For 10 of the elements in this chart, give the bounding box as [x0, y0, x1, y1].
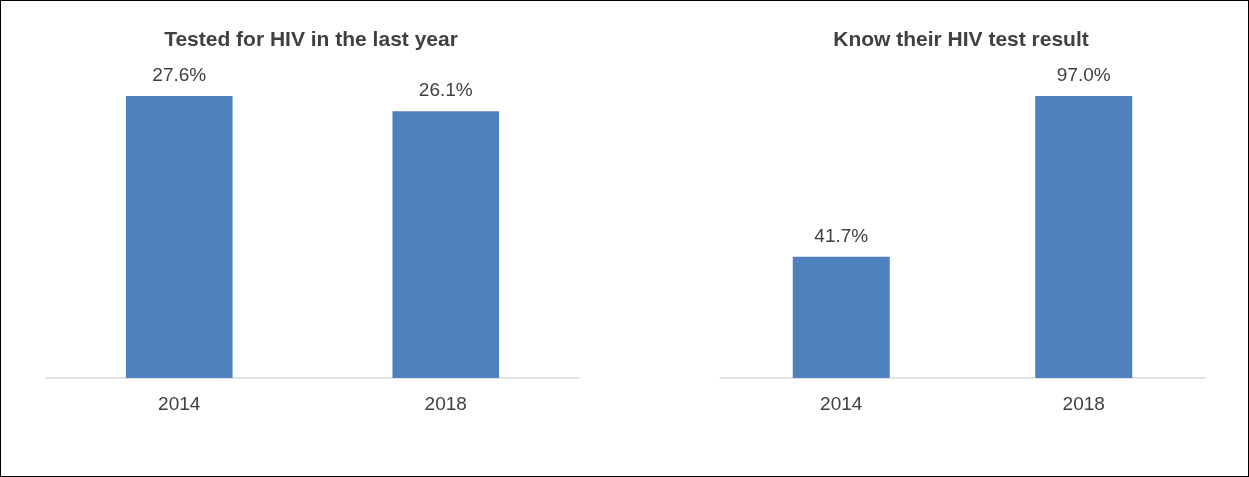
data-label: 97.0%: [1056, 64, 1111, 85]
x-tick-label: 2018: [1062, 393, 1105, 414]
x-tick-label: 2014: [820, 393, 863, 414]
data-label: 41.7%: [814, 224, 869, 246]
x-tick-label: 2018: [424, 393, 467, 414]
x-tick-label: 2014: [158, 393, 201, 414]
data-label: 26.1%: [418, 79, 473, 101]
chart-title: Tested for HIV in the last year: [164, 27, 458, 50]
chart-title: Know their HIV test result: [833, 27, 1089, 50]
data-label: 27.6%: [152, 64, 207, 85]
